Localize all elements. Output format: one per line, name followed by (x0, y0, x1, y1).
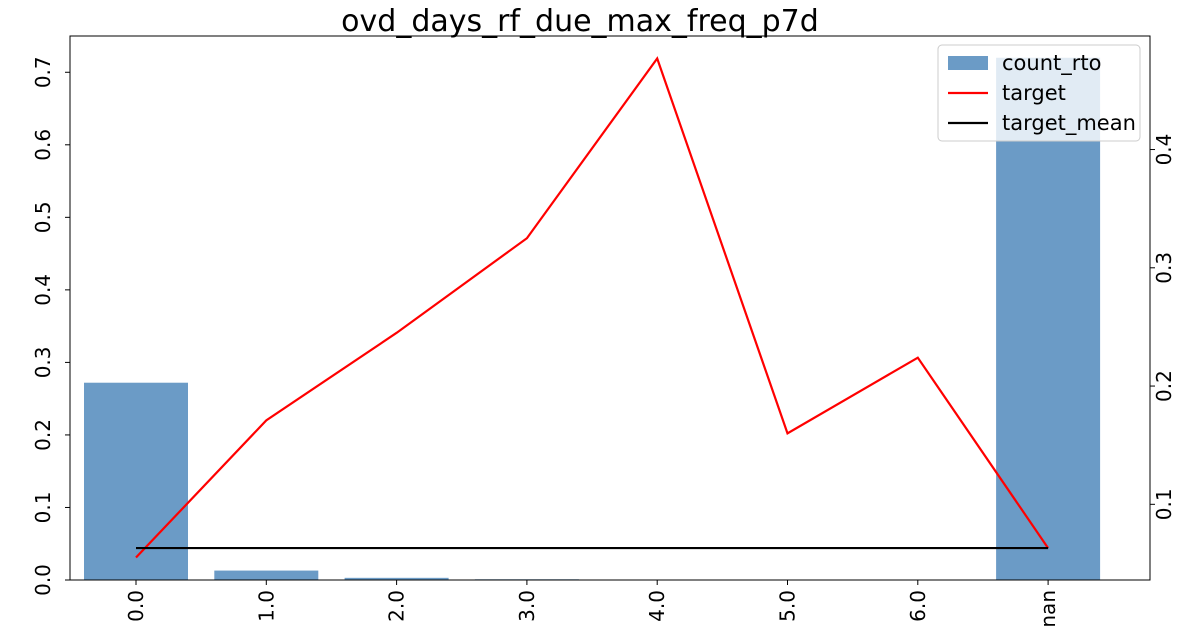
y-left-tick-label-0: 0.0 (31, 564, 55, 596)
y-left-tick-label-2: 0.2 (31, 419, 55, 451)
legend-label-target: target (1002, 81, 1066, 105)
y-left-tick-label-5: 0.5 (31, 201, 55, 233)
bar-count_rto-0 (84, 382, 188, 580)
bar-count_rto-2 (344, 577, 449, 580)
legend-swatch-count_rto (948, 56, 988, 70)
x-tick-label-5: 5.0 (776, 590, 800, 622)
y-right-tick-label-0: 0.1 (1152, 488, 1176, 520)
y-right-tick-label-3: 0.4 (1152, 134, 1176, 166)
y-right-tick-label-1: 0.2 (1152, 370, 1176, 402)
axis-ticks: 0.0 1.0 2.0 3.0 4.0 5.0 6.0 nan 0.0 0.1 0.2 0.3 0.4 0… (31, 56, 1176, 627)
y-left-tick-label-3: 0.3 (31, 346, 55, 378)
legend-label-target_mean: target_mean (1002, 111, 1136, 136)
line-target (135, 56, 1050, 559)
y-right-tick-label-2: 0.3 (1152, 252, 1176, 284)
bar-count_rto-1 (214, 570, 319, 580)
legend-box (937, 44, 1141, 142)
x-tick-label-3: 3.0 (515, 590, 539, 622)
bar-count_rto-7 (996, 57, 1101, 580)
y-left-tick-label-1: 0.1 (31, 492, 55, 524)
y-left-tick-label-4: 0.4 (31, 274, 55, 306)
x-tick-label-2: 2.0 (385, 590, 409, 622)
x-tick-label-6: 6.0 (906, 590, 930, 622)
bar-series (84, 57, 1101, 580)
y-left-tick-label-6: 0.6 (31, 129, 55, 161)
y-left-tick-label-7: 0.7 (31, 56, 55, 88)
line-series (135, 56, 1050, 559)
x-tick-label-0: 0.0 (124, 590, 148, 622)
chart-title: ovd_days_rf_due_max_freq_p7d (341, 4, 819, 39)
plot-frame (69, 35, 1151, 581)
x-tick-label-4: 4.0 (645, 590, 669, 622)
legend-label-count_rto: count_rto (1002, 51, 1101, 76)
x-tick-label-7: nan (1036, 590, 1060, 628)
x-tick-label-1: 1.0 (254, 590, 278, 622)
